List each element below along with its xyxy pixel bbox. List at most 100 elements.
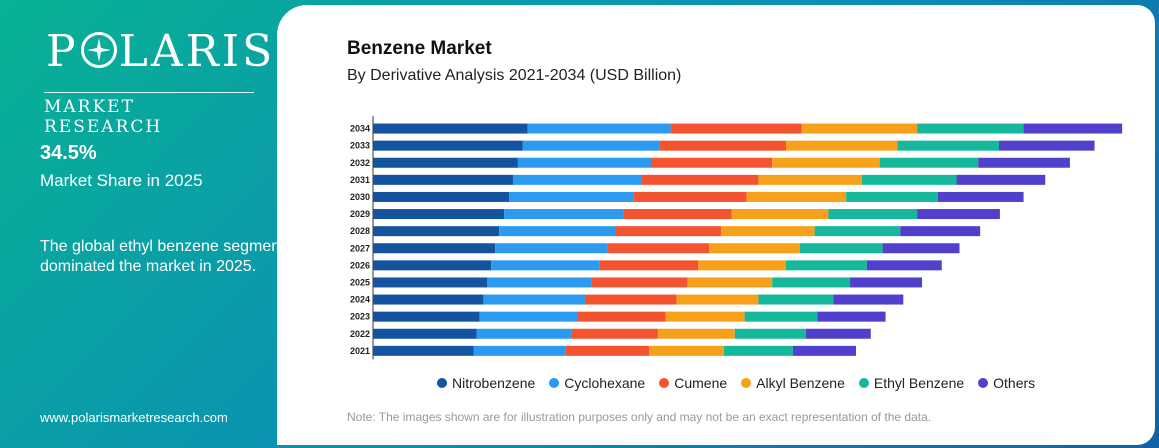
bar-2025-ethyl-benzene [772,277,851,288]
bar-2027-ethyl-benzene [799,243,883,254]
bar-2026-ethyl-benzene [786,260,867,271]
bar-2034-ethyl-benzene [917,123,1024,134]
bar-2027-cumene [607,243,710,254]
bar-2033-cyclohexane [522,140,660,151]
bar-2021-cumene [565,345,649,356]
bar-2029-cumene [623,209,732,220]
y-tick-label-2026: 2026 [350,260,370,270]
legend-item-others: Others [978,375,1035,391]
bar-2026-alkyl-benzene [698,260,787,271]
legend-label: Cumene [674,375,728,391]
legend-item-cumene: Cumene [659,375,727,391]
bar-2028-alkyl-benzene [720,226,815,237]
bar-2031-nitrobenzene [373,174,513,185]
legend-dot-icon [437,378,447,388]
bar-2021-alkyl-benzene [649,345,724,356]
market-share-label: Market Share in 2025 [40,171,203,190]
bar-2034-nitrobenzene [373,123,528,134]
bar-2030-cyclohexane [509,191,634,202]
legend-dot-icon [858,378,869,388]
bar-2034-cyclohexane [527,123,671,134]
bar-2022-cyclohexane [476,328,572,339]
bar-2021-ethyl-benzene [723,345,793,356]
bar-2030-nitrobenzene [373,191,510,202]
bar-2026-cyclohexane [491,260,600,271]
bar-2023-ethyl-benzene [744,311,818,322]
bar-2031-cyclohexane [512,174,642,185]
bar-2026-cumene [599,260,699,271]
legend-item-cyclohexane: Cyclohexane [549,375,645,391]
y-tick-label-2025: 2025 [350,277,370,287]
y-tick-label-2032: 2032 [350,158,370,168]
bar-2022-others [805,328,871,339]
legend-dot-icon [659,378,670,388]
legend-item-alkyl-benzene: Alkyl Benzene [741,375,845,391]
bar-2022-cumene [571,328,658,339]
bar-2025-alkyl-benzene [687,277,773,288]
y-tick-label-2029: 2029 [350,209,370,219]
y-tick-label-2031: 2031 [350,175,370,185]
bar-2023-others [817,311,886,322]
bar-2027-alkyl-benzene [709,243,800,254]
chart-subtitle: By Derivative Analysis 2021-2034 (USD Bi… [347,67,682,84]
chart-legend: Nitrobenzene Cyclohexane Cumene Alkyl Benze… [437,375,1035,391]
bar-2029-ethyl-benzene [828,209,918,220]
bar-2029-nitrobenzene [373,209,505,220]
bar-2030-cumene [633,191,747,202]
bar-2029-cyclohexane [504,209,624,220]
bar-2034-alkyl-benzene [801,123,918,134]
y-tick-label-2023: 2023 [350,312,370,322]
bar-2032-others [978,157,1070,168]
bar-2031-others [956,174,1046,185]
bar-2029-alkyl-benzene [731,209,829,220]
bar-2033-others [998,140,1095,151]
logo-brand-text: P LARIS [46,26,276,77]
bar-2033-cumene [659,140,787,151]
bar-2028-nitrobenzene [373,226,500,237]
bar-2024-cyclohexane [483,294,585,305]
bar-2033-alkyl-benzene [786,140,898,151]
bar-2030-alkyl-benzene [746,191,847,202]
bar-2023-cumene [577,311,666,322]
y-tick-label-2028: 2028 [350,226,370,236]
bar-2025-cyclohexane [487,277,592,288]
bar-2031-alkyl-benzene [758,174,862,185]
website-link[interactable]: www.polarismarketresearch.com [40,410,228,425]
market-share-value: 34.5% [40,142,97,164]
bar-2027-cyclohexane [495,243,608,254]
logo-subtitle: MARKET RESEARCH [44,92,254,137]
bar-2026-nitrobenzene [373,260,492,271]
bar-2022-ethyl-benzene [734,328,806,339]
chart-card: Benzene Market By Derivative Analysis 20… [277,5,1155,445]
bar-2023-cyclohexane [479,311,578,322]
bar-2028-cyclohexane [499,226,616,237]
y-tick-label-2030: 2030 [350,192,370,202]
y-tick-label-2024: 2024 [350,295,370,305]
legend-label: Nitrobenzene [452,375,536,391]
y-tick-label-2022: 2022 [350,329,370,339]
legend-label: Others [993,375,1036,391]
legend-item-ethyl-benzene: Ethyl Benzene [858,375,964,391]
bar-2031-ethyl-benzene [861,174,957,185]
legend-label: Alkyl Benzene [756,375,845,391]
legend-label: Cyclohexane [564,375,646,391]
y-tick-label-2033: 2033 [350,141,370,151]
bar-2025-cumene [591,277,688,288]
stacked-bar-chart: 2034 2033 2032 2031 2030 2029 2028 2027 2026 2025… [350,116,1123,360]
bar-2022-alkyl-benzene [657,328,735,339]
chart-title: Benzene Market [347,38,492,59]
bar-2032-cumene [650,157,773,168]
bar-2022-nitrobenzene [373,328,477,339]
bar-2033-ethyl-benzene [897,140,999,151]
bar-2021-nitrobenzene [373,345,474,356]
bar-2024-others [833,294,904,305]
bar-2024-cumene [584,294,677,305]
compass-star-icon [80,32,117,68]
bar-2032-alkyl-benzene [772,157,880,168]
bar-2025-nitrobenzene [373,277,488,288]
disclaimer-note: Note: The images shown are for illustrat… [347,410,932,424]
legend-item-nitrobenzene: Nitrobenzene [437,375,535,391]
y-tick-label-2021: 2021 [350,346,370,356]
bar-2027-nitrobenzene [373,243,496,254]
bar-2029-others [917,209,1000,220]
